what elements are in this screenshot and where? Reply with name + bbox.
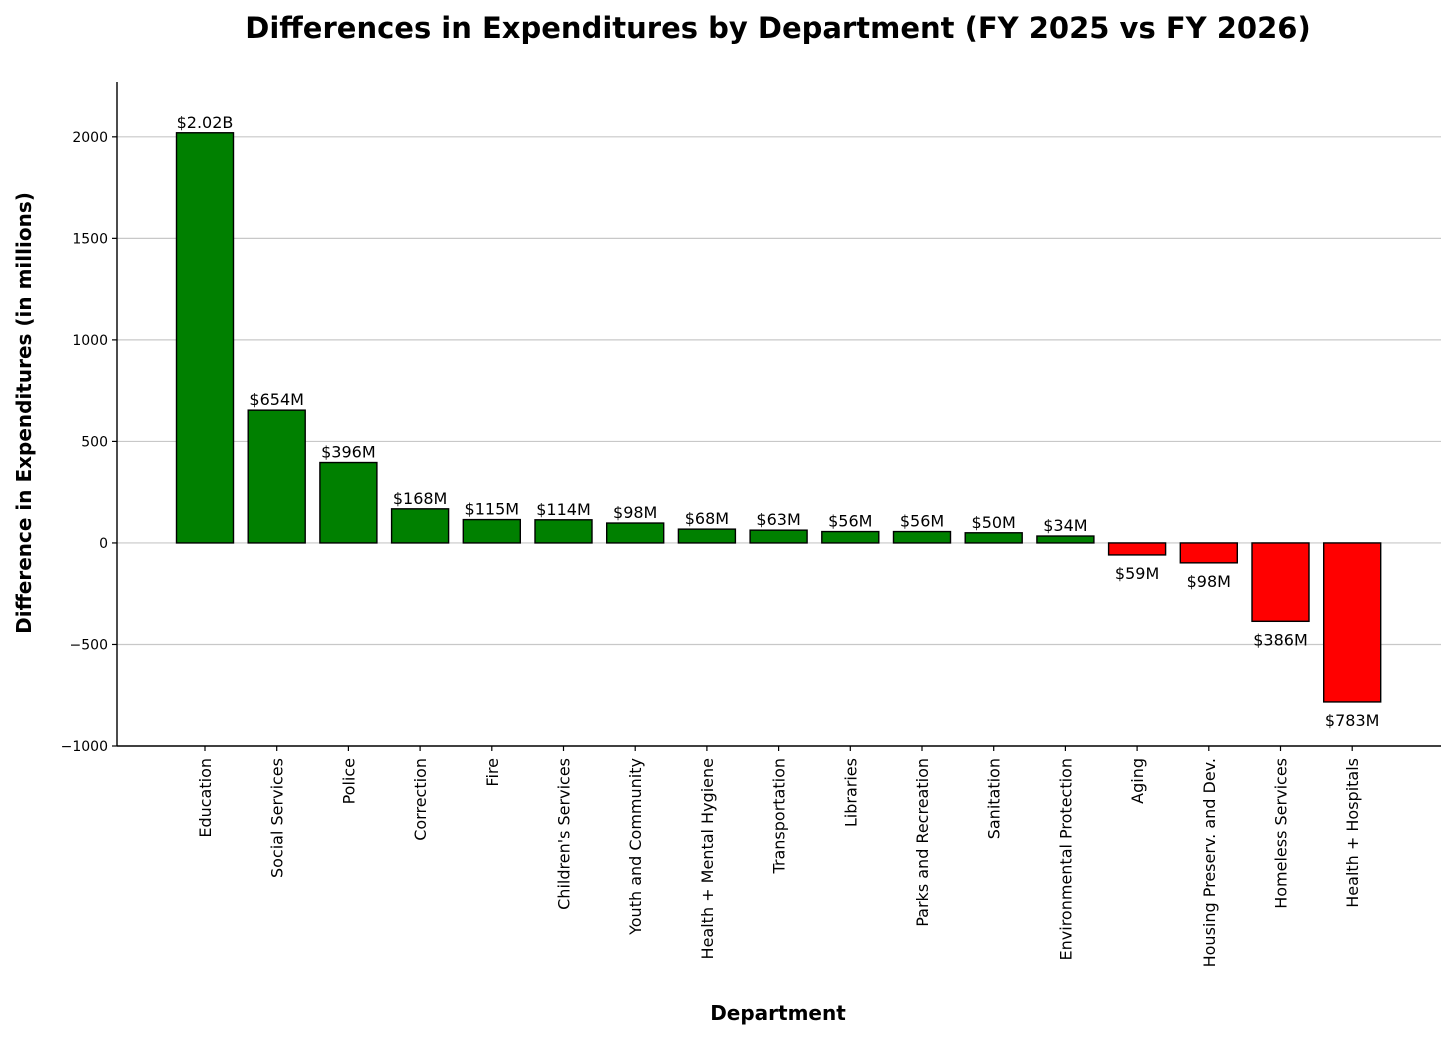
data-label: $68M bbox=[685, 509, 729, 528]
bar bbox=[677, 528, 737, 544]
data-label: $783M bbox=[1325, 711, 1380, 730]
data-label: $2.02B bbox=[177, 113, 234, 132]
y-tick-label: 0 bbox=[99, 536, 108, 552]
bar bbox=[462, 518, 521, 544]
data-label: $168M bbox=[393, 489, 448, 508]
category-label: Aging bbox=[1128, 758, 1147, 804]
category-label: Health + Hospitals bbox=[1343, 758, 1362, 908]
y-tick-label: −500 bbox=[70, 637, 108, 653]
category-label: Parks and Recreation bbox=[913, 758, 932, 927]
y-ticks: −1000 −500 0 500 1000 1500 2000 bbox=[61, 130, 117, 755]
bar bbox=[1251, 542, 1310, 623]
bar bbox=[892, 530, 952, 544]
data-label: $98M bbox=[613, 503, 657, 522]
bar bbox=[1179, 542, 1239, 564]
data-label: $34M bbox=[1043, 516, 1087, 535]
data-label: $396M bbox=[321, 443, 376, 462]
category-label: Homeless Services bbox=[1272, 758, 1291, 909]
bar bbox=[1107, 542, 1167, 556]
x-ticks: Education Social Services Police Correction… bbox=[196, 746, 1362, 967]
category-label: Correction bbox=[411, 758, 430, 841]
data-label: $63M bbox=[756, 510, 800, 529]
y-tick-label: 2000 bbox=[72, 130, 108, 146]
category-label: Transportation bbox=[770, 758, 789, 875]
y-axis-title: Difference in Expenditures (in millions) bbox=[12, 192, 36, 634]
bars bbox=[175, 132, 1382, 703]
data-label: $56M bbox=[828, 512, 872, 531]
bar bbox=[821, 530, 880, 544]
bar bbox=[319, 461, 378, 544]
data-labels: $2.02B $654M $396M $168M $115M $114M $98M $68M $… bbox=[177, 113, 1380, 730]
bar bbox=[749, 529, 808, 544]
data-label: $59M bbox=[1115, 564, 1159, 583]
bar bbox=[247, 409, 306, 544]
gridlines bbox=[117, 136, 1441, 646]
y-tick-label: 500 bbox=[81, 434, 108, 450]
data-label: $115M bbox=[465, 500, 520, 519]
category-label: Education bbox=[196, 758, 215, 838]
data-label: $56M bbox=[900, 512, 944, 531]
bar bbox=[1036, 535, 1095, 544]
bar bbox=[534, 519, 593, 544]
category-label: Children's Services bbox=[555, 758, 574, 910]
category-label: Health + Mental Hygiene bbox=[698, 758, 717, 959]
category-label: Libraries bbox=[841, 758, 860, 827]
axes bbox=[116, 82, 1441, 747]
category-label: Fire bbox=[483, 758, 502, 787]
chart-title: Differences in Expenditures by Departmen… bbox=[245, 11, 1310, 45]
bar bbox=[964, 532, 1023, 544]
data-label: $98M bbox=[1187, 572, 1231, 591]
category-label: Sanitation bbox=[985, 758, 1004, 839]
bar bbox=[390, 508, 450, 544]
data-label: $654M bbox=[249, 390, 304, 409]
x-axis-title: Department bbox=[710, 1001, 846, 1025]
y-tick-label: −1000 bbox=[61, 739, 108, 755]
bar bbox=[606, 522, 665, 544]
category-label: Social Services bbox=[268, 758, 287, 878]
category-label: Housing Preserv. and Dev. bbox=[1200, 758, 1219, 967]
bar bbox=[1322, 542, 1382, 703]
data-label: $114M bbox=[536, 500, 591, 519]
category-label: Environmental Protection bbox=[1056, 758, 1075, 960]
category-label: Youth and Community bbox=[626, 758, 645, 936]
data-label: $50M bbox=[972, 513, 1016, 532]
data-label: $386M bbox=[1253, 630, 1308, 649]
category-label: Police bbox=[339, 758, 358, 804]
y-tick-label: 1000 bbox=[72, 333, 108, 349]
y-tick-label: 1500 bbox=[72, 231, 108, 247]
bar bbox=[175, 132, 235, 544]
